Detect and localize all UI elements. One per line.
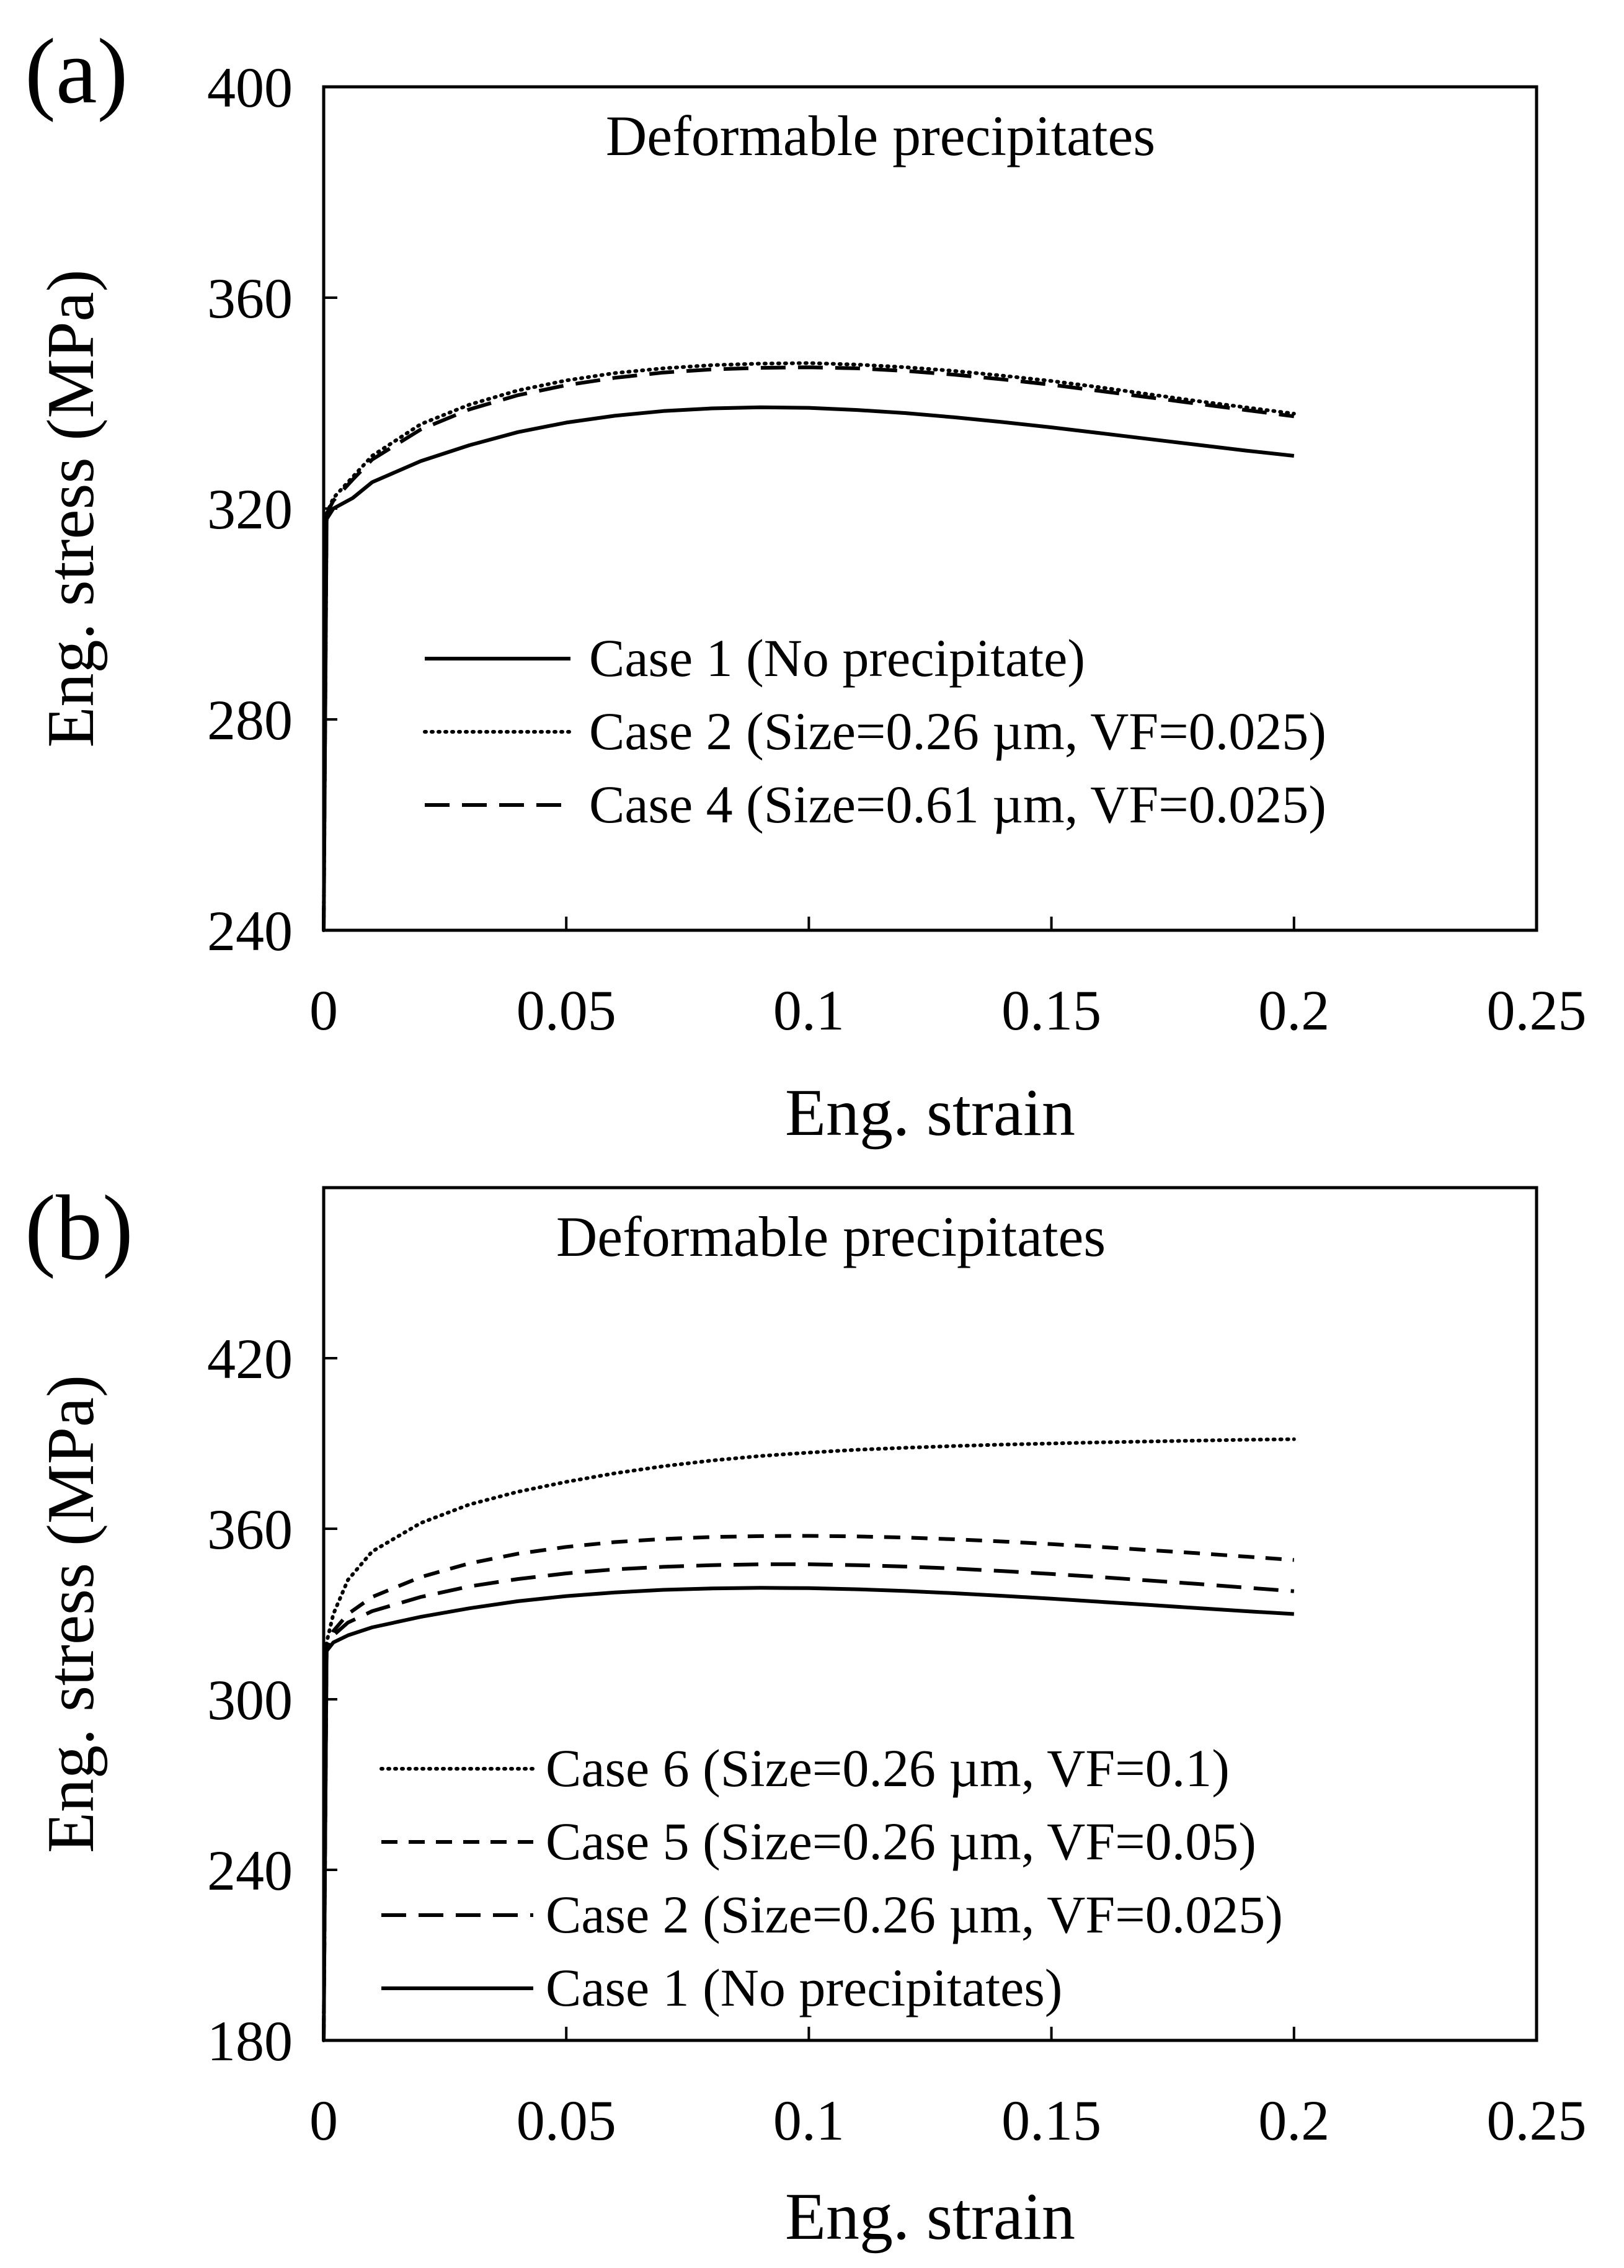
legend-label-3: Case 2 (Size=0.26 µm, VF=0.025) <box>546 1885 1283 1944</box>
series-line-2 <box>322 361 1296 932</box>
chart-panel-a: (a) Deformable precipitates 0 0.05 0.1 0.15 0.… <box>25 20 1587 1150</box>
y-tick-label: 360 <box>207 1498 293 1561</box>
annotation-text: Deformable precipitates <box>606 104 1155 167</box>
x-tick-label: 0.1 <box>773 979 845 1042</box>
y-tick-label: 360 <box>207 267 293 330</box>
panel-label: (b) <box>25 1176 133 1279</box>
legend-label-1: Case 1 (No precipitate) <box>589 628 1085 688</box>
x-tick-label: 0.25 <box>1487 979 1587 1042</box>
y-tick-label: 240 <box>207 899 293 963</box>
y-tick-label: 400 <box>207 56 293 119</box>
y-tick-label: 240 <box>207 1839 293 1902</box>
y-tick-label: 180 <box>207 2009 293 2073</box>
x-tick-label: 0.25 <box>1487 2089 1587 2152</box>
x-tick-label: 0.1 <box>773 2089 845 2152</box>
plot-frame <box>322 1186 1538 2042</box>
x-tick-label: 0.2 <box>1258 979 1329 1042</box>
y-tick-label: 300 <box>207 1668 293 1732</box>
legend-label-2: Case 2 (Size=0.26 µm, VF=0.025) <box>589 701 1326 761</box>
series-line-1 <box>322 1437 1296 2042</box>
panel-label: (a) <box>25 20 128 123</box>
x-tick-label: 0.05 <box>517 2089 616 2152</box>
series-line-4 <box>322 1586 1294 2041</box>
legend-label-2: Case 5 (Size=0.26 µm, VF=0.05) <box>546 1812 1256 1871</box>
x-tick-label: 0 <box>309 2089 338 2152</box>
x-tick-label: 0.15 <box>1001 979 1101 1042</box>
annotation-text: Deformable precipitates <box>556 1205 1106 1268</box>
x-tick-label: 0.15 <box>1001 2089 1101 2152</box>
x-tick-label: 0.05 <box>517 979 616 1042</box>
x-axis-title: Eng. strain <box>785 2180 1075 2254</box>
y-axis-title: Eng. stress (MPa) <box>34 270 108 748</box>
legend-label-1: Case 6 (Size=0.26 µm, VF=0.1) <box>546 1738 1230 1798</box>
y-tick-label: 320 <box>207 478 293 541</box>
y-tick-label: 420 <box>207 1327 293 1390</box>
x-axis-title: Eng. strain <box>785 1076 1075 1150</box>
legend-label-4: Case 1 (No precipitates) <box>546 1958 1062 2017</box>
y-tick-label: 280 <box>207 688 293 752</box>
y-axis-title: Eng. stress (MPa) <box>34 1375 108 1853</box>
series-line-3 <box>322 365 1295 931</box>
legend-label-3: Case 4 (Size=0.61 µm, VF=0.025) <box>589 775 1326 834</box>
series-line-1 <box>322 405 1295 931</box>
x-tick-label: 0 <box>309 979 338 1042</box>
series-line-3 <box>322 1562 1295 2041</box>
series-line-2 <box>322 1534 1295 2041</box>
chart-panel-b: (b) Deformable precipitates 0 0.05 0.1 0.15 0.… <box>25 1176 1587 2254</box>
x-tick-label: 0.2 <box>1258 2089 1329 2152</box>
